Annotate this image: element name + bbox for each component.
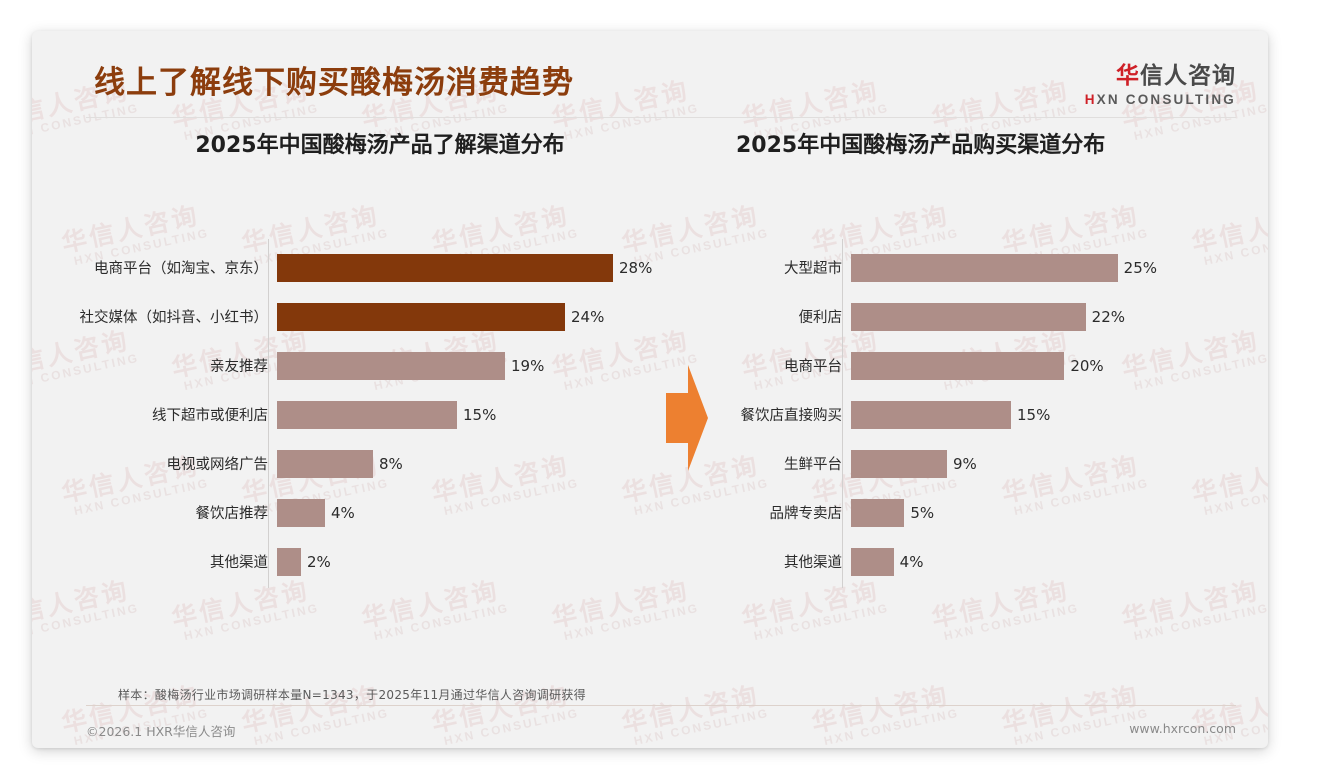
bar-category-label: 亲友推荐: [210, 359, 268, 375]
bar-row: 便利店 22%: [712, 292, 1252, 341]
header-divider: [86, 117, 1236, 118]
bar-category-label: 其他渠道: [784, 555, 842, 571]
bar-value-label: 25%: [1123, 258, 1157, 277]
bar-track: 4%: [851, 547, 1252, 576]
logo-en-rest: XN CONSULTING: [1096, 92, 1236, 107]
bar-segment: [277, 547, 301, 576]
bar-plot-purchase: 大型超市 25% 便利店 22% 电商平台 20% 餐饮店直接购买 15% 生鲜平台 9% 品牌专卖…: [712, 239, 1252, 588]
bar-value-label: 4%: [899, 552, 924, 571]
bar-row: 大型超市 25%: [712, 243, 1252, 292]
bar-row: 电视或网络广告 8%: [72, 439, 682, 488]
page-title: 线上了解线下购买酸梅汤消费趋势: [94, 65, 574, 101]
bar-segment: [851, 400, 1011, 429]
logo-accent-char: 华: [1116, 63, 1140, 89]
bar-row: 品牌专卖店 5%: [712, 488, 1252, 537]
bar-segment: [277, 400, 457, 429]
logo-chinese-rest: 信人咨询: [1140, 63, 1236, 89]
bar-track: 5%: [851, 498, 1252, 527]
bar-value-label: 20%: [1070, 356, 1104, 375]
bar-segment: [277, 253, 613, 282]
bar-row: 其他渠道 4%: [712, 537, 1252, 586]
bar-value-label: 24%: [571, 307, 605, 326]
bar-segment: [851, 302, 1086, 331]
source-note: 样本：酸梅汤行业市场调研样本量N=1343，于2025年11月通过华信人咨询调研…: [118, 688, 586, 702]
bar-track: 22%: [851, 302, 1252, 331]
bar-category-label: 电视或网络广告: [166, 457, 269, 473]
slide-card: 华信人咨询 HXN CONSULTING 华信人咨询 HXN CONSULTING 华信…: [32, 31, 1268, 748]
charts-container: 2025年中国酸梅汤产品了解渠道分布 电商平台（如淘宝、京东） 28% 社交媒体（如…: [32, 127, 1268, 667]
bar-category-label: 便利店: [798, 310, 843, 326]
logo-english: HXN CONSULTING: [1085, 92, 1236, 107]
bar-category-label: 线下超市或便利店: [152, 408, 268, 424]
bar-value-label: 8%: [379, 454, 403, 473]
bar-category-label: 餐饮店推荐: [195, 506, 269, 522]
chart-panel-awareness: 2025年中国酸梅汤产品了解渠道分布 电商平台（如淘宝、京东） 28% 社交媒体（如…: [72, 127, 682, 588]
slide-header: 线上了解线下购买酸梅汤消费趋势 华信人咨询 HXN CONSULTING: [32, 31, 1268, 117]
bar-row: 线下超市或便利店 15%: [72, 390, 682, 439]
bar-category-label: 品牌专卖店: [769, 506, 843, 522]
bar-track: 8%: [277, 449, 682, 478]
chart-panel-purchase: 2025年中国酸梅汤产品购买渠道分布 大型超市 25% 便利店 22% 电商平台 20% 餐…: [712, 127, 1252, 588]
copyright-text: ©2026.1 HXR华信人咨询: [86, 724, 236, 739]
bar-track: 28%: [277, 253, 682, 282]
bar-segment: [277, 302, 565, 331]
footer-divider: [86, 705, 1236, 706]
slide-footer: ©2026.1 HXR华信人咨询 www.hxrcon.com: [32, 715, 1268, 748]
bar-row: 电商平台 20%: [712, 341, 1252, 390]
flow-arrow-right-icon: [666, 365, 708, 471]
bar-segment: [851, 351, 1065, 380]
website-url[interactable]: www.hxrcon.com: [1129, 721, 1236, 736]
bar-category-label: 社交媒体（如抖音、小红书）: [79, 310, 269, 326]
bar-track: 20%: [851, 351, 1252, 380]
bar-row: 电商平台（如淘宝、京东） 28%: [72, 243, 682, 292]
chart-title-purchase: 2025年中国酸梅汤产品购买渠道分布: [736, 133, 1106, 158]
bar-segment: [851, 253, 1118, 282]
bar-row: 社交媒体（如抖音、小红书） 24%: [72, 292, 682, 341]
bar-plot-awareness: 电商平台（如淘宝、京东） 28% 社交媒体（如抖音、小红书） 24% 亲友推荐 19% 线下…: [72, 239, 682, 588]
bar-track: 15%: [277, 400, 682, 429]
bar-category-label: 电商平台（如淘宝、京东）: [94, 261, 268, 277]
bar-category-label: 电商平台: [784, 359, 842, 375]
logo-chinese: 华信人咨询: [1085, 56, 1236, 90]
bar-category-label: 大型超市: [784, 261, 842, 277]
bar-value-label: 2%: [307, 552, 331, 571]
brand-logo: 华信人咨询 HXN CONSULTING: [1085, 56, 1236, 107]
bar-segment: [851, 498, 905, 527]
bar-segment: [277, 449, 373, 478]
bar-segment: [851, 547, 894, 576]
bar-row: 其他渠道 2%: [72, 537, 682, 586]
bar-row: 亲友推荐 19%: [72, 341, 682, 390]
chart-axis-line: [842, 239, 843, 588]
bar-segment: [851, 449, 947, 478]
bar-value-label: 15%: [1017, 405, 1051, 424]
bar-value-label: 4%: [331, 503, 355, 522]
bar-segment: [277, 498, 325, 527]
chart-title-awareness: 2025年中国酸梅汤产品了解渠道分布: [195, 133, 565, 158]
bar-category-label: 其他渠道: [210, 555, 268, 571]
bar-track: 2%: [277, 547, 682, 576]
bar-value-label: 5%: [910, 503, 935, 522]
bar-track: 9%: [851, 449, 1252, 478]
bar-value-label: 9%: [953, 454, 977, 473]
bar-track: 15%: [851, 400, 1252, 429]
bar-track: 19%: [277, 351, 682, 380]
bar-category-label: 餐饮店直接购买: [740, 408, 843, 424]
bar-value-label: 19%: [511, 356, 545, 375]
bar-track: 24%: [277, 302, 682, 331]
bar-value-label: 15%: [463, 405, 497, 424]
bar-row: 餐饮店推荐 4%: [72, 488, 682, 537]
bar-track: 4%: [277, 498, 682, 527]
bar-segment: [277, 351, 505, 380]
bar-value-label: 28%: [619, 258, 653, 277]
bar-track: 25%: [851, 253, 1252, 282]
bar-row: 餐饮店直接购买 15%: [712, 390, 1252, 439]
bar-value-label: 22%: [1091, 307, 1125, 326]
bar-row: 生鲜平台 9%: [712, 439, 1252, 488]
chart-axis-line: [268, 239, 269, 588]
logo-en-accent: H: [1084, 92, 1097, 107]
bar-category-label: 生鲜平台: [784, 457, 842, 473]
